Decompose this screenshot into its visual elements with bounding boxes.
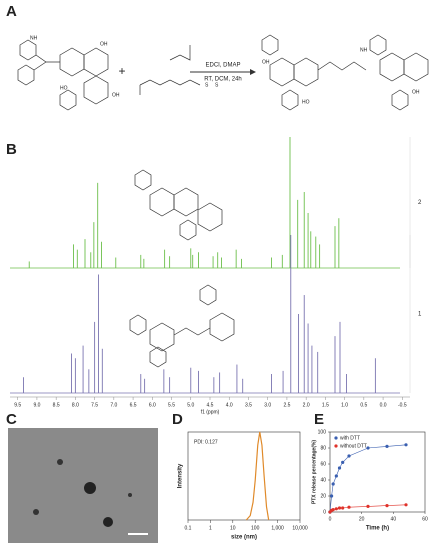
data-point [366, 504, 370, 508]
reagents: EDCI, DMAP [205, 63, 240, 69]
x-tick-label: 0.0 [380, 402, 387, 408]
molecule-left [17, 39, 109, 111]
y-axis-label: Intensity [178, 463, 184, 488]
x-tick-label: -0.5 [398, 402, 407, 408]
spectrum-name: 1 [418, 312, 422, 318]
y-tick-label: 80 [320, 445, 326, 451]
conditions: RT, DCM, 24h [204, 77, 242, 83]
data-point [331, 508, 335, 512]
x-tick-label: 1,000 [271, 525, 284, 531]
x-tick-label: 8.5 [53, 402, 60, 408]
x-tick-label: 0.5 [360, 402, 367, 408]
atom-label: NH [30, 35, 38, 41]
panel-label: E [314, 411, 324, 428]
x-tick-label: 20 [359, 516, 365, 522]
x-tick-label: 7.0 [110, 402, 117, 408]
x-tick-label: 3.5 [245, 402, 252, 408]
molecule-product [261, 34, 429, 111]
x-tick-label: 5.5 [168, 402, 175, 408]
x-tick-label: 100 [251, 525, 260, 531]
release-line [329, 444, 407, 513]
x-tick-label: 9.0 [33, 402, 40, 408]
nmr-structure-2 [134, 169, 223, 241]
panel-label: C [6, 411, 17, 428]
data-point [337, 466, 342, 470]
legend-label: with DTT [340, 435, 360, 441]
arrow-head [250, 69, 256, 75]
data-point [334, 474, 338, 478]
nmr-structure-1 [129, 284, 235, 368]
plot-frame [187, 431, 301, 521]
panel-label: A [6, 3, 17, 20]
data-point [341, 506, 345, 510]
atom-label: S [215, 82, 219, 88]
x-tick-label: 4.5 [207, 402, 214, 408]
data-point [329, 494, 334, 498]
plot-frame [329, 431, 426, 513]
data-point [385, 444, 389, 448]
atom-label: S [205, 82, 209, 88]
data-point [347, 505, 351, 509]
x-tick-label: 4.0 [226, 402, 233, 408]
spectrum-name: 2 [418, 200, 422, 206]
x-tick-label: 5.0 [187, 402, 194, 408]
x-tick-label: 8.0 [72, 402, 79, 408]
x-tick-label: 40 [391, 516, 397, 522]
atom-label: HO [60, 85, 68, 91]
data-point [341, 460, 345, 464]
plus-sign: + [118, 64, 125, 78]
panel-label: B [6, 141, 17, 158]
data-point [334, 507, 338, 511]
legend-marker [334, 436, 338, 440]
x-tick-label: 2.0 [303, 402, 310, 408]
atom-label: NH [360, 47, 368, 53]
atom-label: HO [302, 99, 310, 105]
x-tick-label: 60 [422, 516, 428, 522]
atom-label: OH [262, 59, 270, 65]
data-point [404, 443, 408, 447]
y-tick-label: 0 [323, 509, 326, 515]
data-point [337, 506, 342, 510]
y-tick-label: 100 [318, 429, 327, 435]
annotation: PDI: 0.127 [194, 439, 218, 445]
molecule-linker [139, 45, 201, 95]
y-tick-label: 60 [320, 461, 326, 467]
legend-marker [334, 444, 338, 448]
y-tick-label: 40 [320, 477, 326, 483]
x-tick-label: 10,000 [292, 525, 308, 531]
x-tick-label: 9.5 [14, 402, 21, 408]
x-tick-label: 2.5 [283, 402, 290, 408]
x-tick-label: 0 [329, 516, 332, 522]
y-axis-label: PTX release percentage(%) [311, 440, 317, 505]
data-point [331, 482, 335, 486]
legend-label: without DTT [340, 443, 367, 449]
atom-label: OH [112, 92, 120, 98]
x-tick-label: 6.5 [130, 402, 137, 408]
atom-label: OH [100, 41, 108, 47]
data-point [404, 503, 408, 507]
size-curve [245, 431, 270, 521]
panel-label: D [172, 411, 183, 428]
tem-image [8, 428, 158, 543]
atom-label: OH [412, 89, 420, 95]
x-tick-label: 1.5 [322, 402, 329, 408]
x-tick-label: 10 [230, 525, 236, 531]
data-point [347, 454, 351, 458]
x-tick-label: 6.0 [149, 402, 156, 408]
x-tick-label: 7.5 [91, 402, 98, 408]
x-tick-label: 1.0 [341, 402, 348, 408]
data-point [385, 504, 389, 508]
x-tick-label: 1 [209, 525, 212, 531]
data-point [366, 446, 370, 450]
x-axis-label: Time (h) [366, 526, 389, 532]
x-axis-label: size (nm) [231, 535, 257, 541]
x-tick-label: 3.0 [264, 402, 271, 408]
x-axis-label: f1 (ppm) [201, 409, 220, 415]
x-tick-label: 0.1 [185, 525, 192, 531]
y-tick-label: 20 [320, 493, 326, 499]
